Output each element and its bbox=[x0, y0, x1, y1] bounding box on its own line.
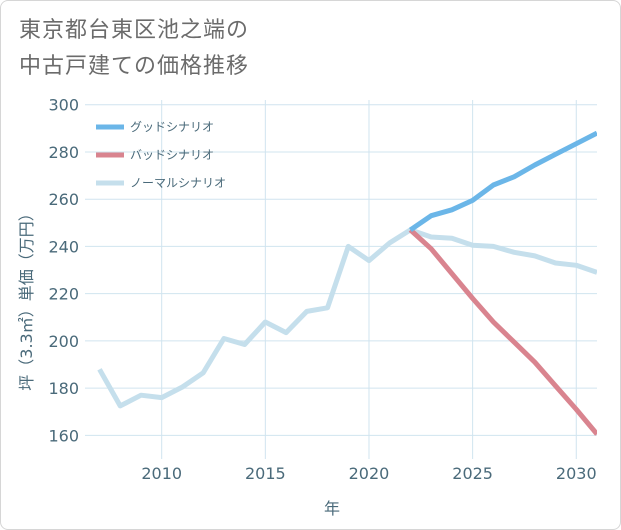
x-tick-label: 2010 bbox=[141, 464, 182, 483]
legend-label-good: グッドシナリオ bbox=[130, 120, 214, 134]
x-tick-label: 2015 bbox=[245, 464, 286, 483]
x-tick-label: 2020 bbox=[349, 464, 390, 483]
x-tick-label: 2025 bbox=[452, 464, 493, 483]
y-tick-label: 160 bbox=[48, 426, 79, 445]
y-tick-label: 280 bbox=[48, 143, 79, 162]
y-tick-label: 220 bbox=[48, 285, 79, 304]
y-tick-label: 180 bbox=[48, 379, 79, 398]
series-line-normal bbox=[97, 227, 597, 409]
y-tick-label: 240 bbox=[48, 237, 79, 256]
legend-label-bad: バッドシナリオ bbox=[130, 148, 214, 162]
y-tick-label: 260 bbox=[48, 190, 79, 209]
chart-title-line-2: 中古戸建ての価格推移 bbox=[19, 54, 250, 79]
y-tick-label: 300 bbox=[48, 96, 79, 115]
series-line-good bbox=[408, 130, 597, 232]
chart-title: 東京都台東区池之端の 中古戸建ての価格推移 bbox=[19, 13, 579, 85]
series-line-bad bbox=[408, 228, 597, 436]
chart-title-line-1: 東京都台東区池之端の bbox=[19, 18, 250, 43]
axis-ticks: 2010 2015 2020 2025 2030 160 180 200 220 240 260 28… bbox=[48, 96, 596, 483]
x-tick-label: 2030 bbox=[556, 464, 597, 483]
series-layer bbox=[97, 130, 597, 436]
x-axis-title: 年 bbox=[324, 499, 340, 518]
y-axis-title: 坪（3.3㎡）単価（万円） bbox=[17, 205, 36, 390]
y-tick-label: 200 bbox=[48, 332, 79, 351]
legend-label-normal: ノーマルシナリオ bbox=[130, 176, 226, 190]
